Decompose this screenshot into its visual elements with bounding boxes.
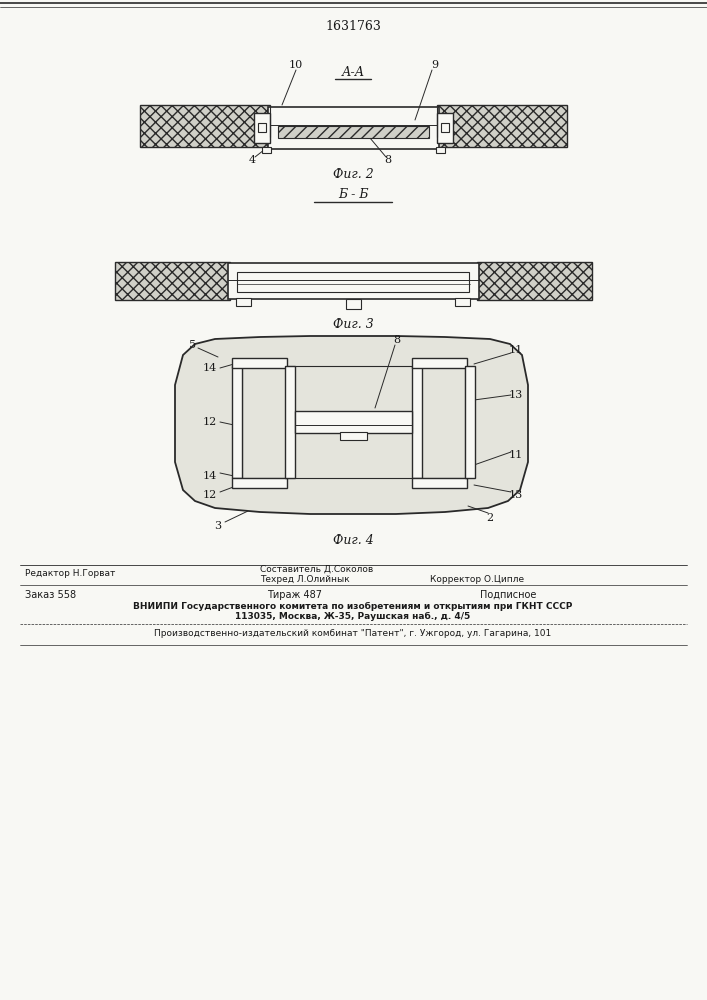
Text: Фиг. 2: Фиг. 2 <box>332 168 373 182</box>
Bar <box>412 366 422 478</box>
Text: 113035, Москва, Ж-35, Раушская наб., д. 4/5: 113035, Москва, Ж-35, Раушская наб., д. … <box>235 611 471 621</box>
Bar <box>477 262 592 300</box>
Bar <box>278 126 429 138</box>
Text: 10: 10 <box>289 60 303 70</box>
Polygon shape <box>175 336 528 514</box>
Bar <box>228 263 479 299</box>
Text: 14: 14 <box>203 471 217 481</box>
Text: Фиг. 4: Фиг. 4 <box>332 534 373 546</box>
Bar <box>254 113 270 143</box>
Text: 8: 8 <box>385 155 392 165</box>
Bar <box>262 147 271 153</box>
Text: 11: 11 <box>509 450 523 460</box>
Text: 2: 2 <box>486 513 493 523</box>
Text: 14: 14 <box>203 363 217 373</box>
Bar <box>412 358 467 368</box>
Text: ВНИИПИ Государственного комитета по изобретениям и открытиям при ГКНТ СССР: ВНИИПИ Государственного комитета по изоб… <box>134 601 573 611</box>
Bar <box>346 299 361 309</box>
Text: Корректор О.Ципле: Корректор О.Ципле <box>430 574 524 584</box>
Bar <box>236 298 251 306</box>
Bar <box>140 105 270 147</box>
Bar <box>258 123 266 132</box>
Bar <box>295 411 412 433</box>
Bar <box>285 366 295 478</box>
Text: А-А: А-А <box>341 66 365 79</box>
Text: Фиг. 3: Фиг. 3 <box>332 318 373 332</box>
Text: Подписное: Подписное <box>480 590 537 600</box>
Text: Заказ 558: Заказ 558 <box>25 590 76 600</box>
Bar <box>455 298 470 306</box>
Text: 5: 5 <box>189 340 197 350</box>
Text: 13: 13 <box>509 490 523 500</box>
Bar <box>268 107 439 149</box>
Bar <box>340 432 367 440</box>
Bar <box>115 262 230 300</box>
Bar <box>437 105 567 147</box>
Text: Б - Б: Б - Б <box>338 188 368 202</box>
Bar <box>436 147 445 153</box>
Text: Тираж 487: Тираж 487 <box>267 590 322 600</box>
Bar <box>232 366 242 478</box>
Bar <box>465 366 475 478</box>
Bar <box>441 123 449 132</box>
Text: 3: 3 <box>214 521 221 531</box>
Text: 8: 8 <box>393 335 401 345</box>
Bar <box>232 358 287 368</box>
Text: Составитель Д.Соколов: Составитель Д.Соколов <box>260 564 373 574</box>
Text: 1631763: 1631763 <box>325 20 381 33</box>
Bar <box>412 478 467 488</box>
Text: 9: 9 <box>431 60 438 70</box>
Text: 13: 13 <box>509 390 523 400</box>
Text: Техред Л.Олийнык: Техред Л.Олийнык <box>260 574 350 584</box>
Text: 12: 12 <box>203 490 217 500</box>
Bar <box>437 113 453 143</box>
Bar <box>237 272 469 292</box>
Bar <box>232 478 287 488</box>
Text: Редактор Н.Горват: Редактор Н.Горват <box>25 568 115 578</box>
Text: 11: 11 <box>509 345 523 355</box>
Text: 4: 4 <box>248 155 255 165</box>
Text: Производственно-издательский комбинат "Патент", г. Ужгород, ул. Гагарина, 101: Производственно-издательский комбинат "П… <box>154 630 551 639</box>
Text: 12: 12 <box>203 417 217 427</box>
